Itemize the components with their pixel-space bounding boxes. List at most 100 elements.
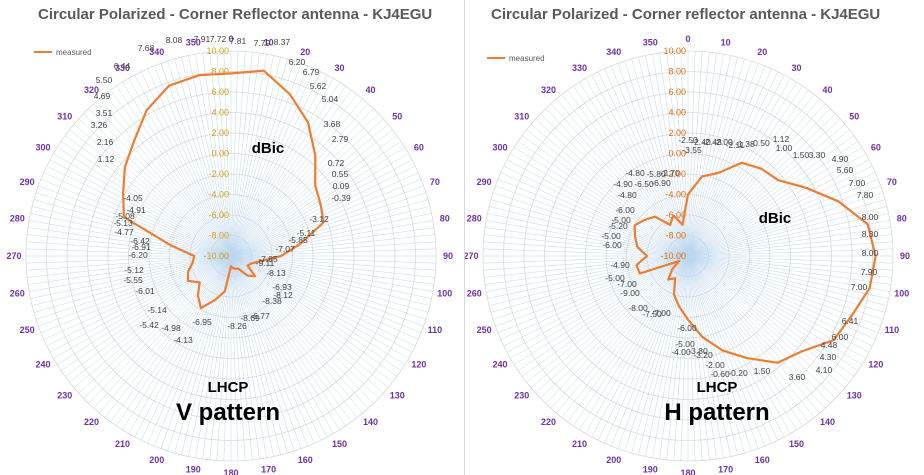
- grid-spoke: [484, 234, 689, 257]
- grid-spoke: [484, 227, 689, 257]
- grid-spoke: [30, 213, 232, 257]
- grid-spoke: [545, 108, 689, 257]
- grid-spoke: [88, 255, 232, 404]
- v-pattern-panel: Circular Polarized - Corner Reflector an…: [6, 6, 454, 475]
- grid-spoke: [188, 255, 232, 457]
- grid-spoke: [230, 60, 295, 257]
- grid-spoke: [27, 227, 232, 257]
- grid-spoke: [32, 255, 232, 306]
- grid-spoke: [530, 124, 689, 257]
- angle-tick-label: 160: [755, 455, 770, 465]
- data-label: 1.00: [776, 143, 793, 153]
- grid-spoke: [687, 129, 850, 257]
- grid-spoke: [687, 55, 731, 257]
- grid-spoke: [26, 255, 232, 264]
- grid-spoke: [514, 147, 689, 257]
- grid-spoke: [230, 255, 352, 422]
- grid-spoke: [49, 159, 232, 257]
- data-label: -2.70: [660, 168, 680, 178]
- grid-spoke: [230, 192, 427, 257]
- grid-spoke: [687, 178, 879, 257]
- grid-spoke: [687, 51, 703, 257]
- grid-spoke: [624, 60, 689, 257]
- angle-tick-label: 40: [365, 85, 375, 95]
- grid-spoke: [687, 227, 892, 257]
- grid-spoke: [65, 255, 232, 377]
- grid-spoke: [489, 206, 689, 257]
- data-label: -6.00: [615, 205, 635, 215]
- angle-tick-label: 20: [757, 47, 767, 57]
- grid-spoke: [687, 255, 710, 460]
- data-label: 1.12: [773, 134, 790, 144]
- data-label: -1.38: [735, 139, 755, 149]
- data-label: 7.68: [138, 43, 155, 53]
- grid-spoke: [545, 255, 689, 404]
- grid-spoke: [490, 199, 689, 257]
- radial-tick-label: -6.00: [665, 210, 686, 220]
- grid-spoke: [230, 185, 424, 257]
- grid-spoke: [230, 255, 328, 438]
- grid-spoke: [230, 213, 432, 257]
- grid-spoke: [486, 220, 689, 257]
- grid-spoke: [517, 141, 689, 257]
- grid-spoke: [687, 124, 846, 257]
- data-label: -5.13: [113, 218, 133, 228]
- grid-spoke: [209, 52, 232, 257]
- grid-spoke: [687, 108, 831, 257]
- data-label: 3.60: [789, 372, 806, 382]
- grid-spoke: [540, 113, 689, 257]
- grid-spoke: [209, 255, 232, 460]
- grid-spoke: [687, 255, 889, 299]
- grid-spoke: [188, 55, 232, 257]
- grid-spoke: [230, 255, 427, 320]
- data-label: 8.08: [166, 35, 183, 45]
- polarization-label: LHCP: [697, 379, 738, 396]
- grid-spoke: [230, 255, 422, 334]
- data-label: -4.98: [161, 323, 181, 333]
- grid-spoke: [128, 78, 232, 257]
- grid-spoke: [230, 54, 267, 257]
- data-label: -5.14: [147, 305, 167, 315]
- grid-spoke: [195, 54, 232, 257]
- grid-spoke: [49, 255, 232, 353]
- angle-tick-label: 230: [57, 390, 72, 400]
- grid-spoke: [230, 255, 379, 399]
- polarization-label: LHCP: [208, 379, 249, 396]
- grid-spoke: [687, 255, 854, 377]
- data-label: 6.44: [114, 61, 131, 71]
- grid-spoke: [687, 68, 772, 257]
- data-label: 1.50: [793, 150, 810, 160]
- angle-tick-label: 320: [541, 85, 556, 95]
- grid-spoke: [116, 255, 232, 427]
- grid-spoke: [687, 57, 738, 257]
- grid-spoke: [230, 55, 274, 257]
- data-label: -7.85: [258, 254, 278, 264]
- grid-spoke: [597, 71, 689, 257]
- grid-spoke: [687, 255, 841, 394]
- data-label: -6.77: [250, 311, 270, 321]
- radial-tick-label: -2.00: [208, 169, 229, 179]
- grid-spoke: [597, 255, 689, 441]
- grid-spoke: [483, 248, 689, 257]
- grid-spoke: [687, 159, 870, 257]
- grid-spoke: [687, 58, 745, 257]
- grid-spoke: [687, 255, 797, 430]
- data-label: -8.12: [273, 290, 293, 300]
- grid-spoke: [645, 255, 689, 457]
- grid-spoke: [673, 255, 689, 461]
- angle-tick-label: 290: [477, 177, 492, 187]
- grid-spoke: [687, 199, 886, 257]
- data-label: -6.90: [651, 178, 671, 188]
- grid-spoke: [561, 94, 689, 257]
- grid-spoke: [487, 213, 689, 257]
- grid-spoke: [202, 52, 232, 257]
- grid-spoke: [503, 255, 689, 347]
- data-label: 7.79: [254, 38, 271, 48]
- grid-spoke: [27, 255, 232, 285]
- angle-tick-label: 120: [868, 360, 883, 370]
- grid-spoke: [122, 82, 232, 257]
- grid-spoke: [33, 199, 232, 257]
- grid-spoke: [40, 178, 232, 257]
- grid-spoke: [230, 255, 393, 383]
- grid-spoke: [687, 94, 815, 257]
